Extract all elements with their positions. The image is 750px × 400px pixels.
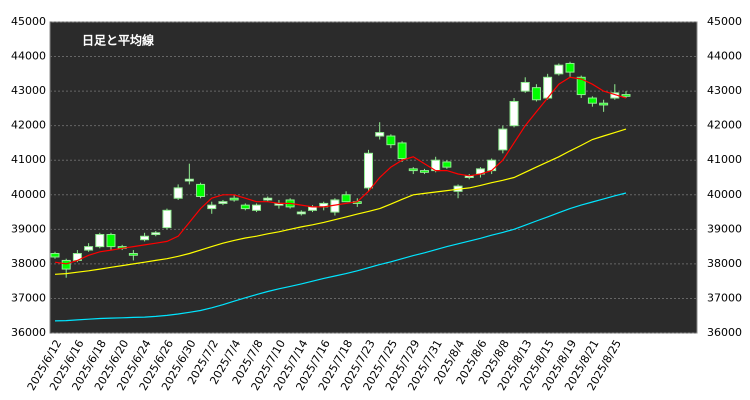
candle-body [84, 246, 94, 251]
candle-body [173, 187, 183, 199]
candle-body [487, 159, 497, 172]
y2-tick-label: 42000 [707, 119, 742, 132]
y-tick-label: 37000 [11, 291, 46, 304]
candle-body [587, 97, 597, 104]
y-tick-label: 42000 [11, 119, 46, 132]
y2-tick-label: 36000 [707, 326, 742, 339]
candle-body [375, 132, 385, 137]
candle-body [140, 235, 150, 241]
candle-body [509, 100, 519, 127]
candle-body [576, 76, 586, 96]
candle-body [554, 64, 564, 75]
plot-area [49, 21, 698, 334]
candle-body [218, 201, 228, 204]
y2-tick-label: 43000 [707, 84, 742, 97]
candle-body [61, 259, 71, 270]
candle-body [386, 135, 396, 146]
candle-body [498, 128, 508, 151]
candle-body [50, 253, 60, 258]
candle-body [520, 81, 530, 92]
chart-title: 日足と平均線 [82, 33, 154, 48]
candle-body [419, 170, 429, 173]
y-tick-label: 36000 [11, 326, 46, 339]
y-tick-label: 41000 [11, 153, 46, 166]
y-tick-label: 45000 [11, 15, 46, 28]
y2-tick-label: 39000 [707, 222, 742, 235]
y-tick-label: 43000 [11, 84, 46, 97]
candle-body [128, 253, 138, 256]
candle-body [229, 197, 239, 201]
candle-body [162, 209, 172, 229]
candle-body [184, 178, 194, 182]
candle-body [341, 194, 351, 203]
y2-tick-label: 38000 [707, 257, 742, 270]
y-tick-label: 44000 [11, 50, 46, 63]
y2-tick-label: 37000 [707, 291, 742, 304]
moving-average-line [54, 128, 627, 275]
y2-tick-label: 45000 [707, 15, 742, 28]
y-tick-label: 40000 [11, 188, 46, 201]
candle-body [363, 152, 373, 189]
moving-average-line [54, 76, 627, 265]
candle-body [565, 62, 575, 73]
candle-body [531, 87, 541, 101]
y2-tick-label: 40000 [707, 188, 742, 201]
candle-body [252, 204, 262, 211]
candle-body [296, 211, 306, 215]
candle-body [151, 232, 161, 236]
moving-average-line [54, 192, 627, 322]
candle-body [240, 204, 250, 210]
y2-tick-label: 41000 [707, 153, 742, 166]
candle-body [408, 168, 418, 172]
y2-tick-label: 44000 [707, 50, 742, 63]
candle-body [621, 94, 631, 97]
candle-body [196, 183, 206, 198]
candle-body [207, 204, 217, 210]
candle-body [263, 197, 273, 201]
candle-body [95, 234, 105, 248]
y-tick-label: 39000 [11, 222, 46, 235]
candle-body [442, 161, 452, 168]
candle-body [599, 102, 609, 106]
candle-body [397, 142, 407, 159]
candle-body [106, 234, 116, 248]
y-tick-label: 38000 [11, 257, 46, 270]
